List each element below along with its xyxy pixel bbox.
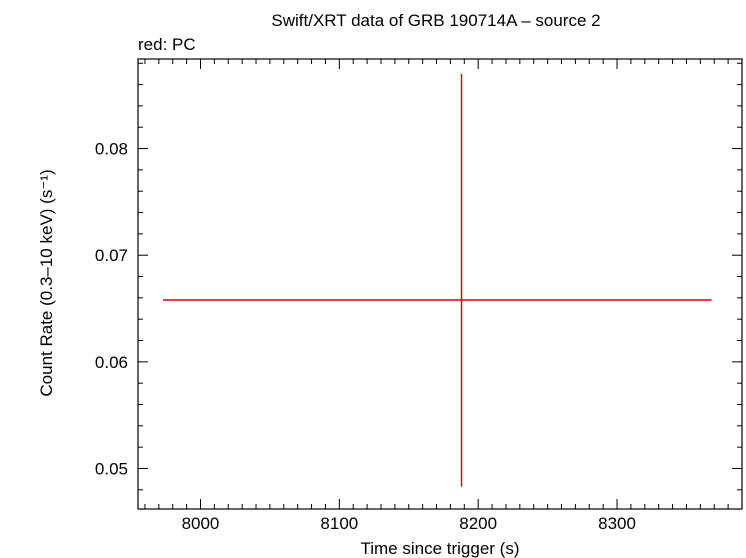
y-tick-label: 0.07: [95, 246, 128, 265]
x-tick-label: 8100: [320, 514, 358, 533]
plot-frame: [137, 58, 743, 510]
y-tick-label: 0.06: [95, 353, 128, 372]
chart-subtitle: red: PC: [138, 35, 196, 54]
axis-ticks: 8000 8100 8200 8300 0.05 0.06 0.07 0.08: [95, 59, 743, 533]
x-tick-label: 8000: [182, 514, 220, 533]
y-tick-label: 0.08: [95, 140, 128, 159]
y-tick-label: 0.05: [95, 459, 128, 478]
x-axis-label: Time since trigger (s): [360, 539, 519, 558]
data-marks: [162, 73, 712, 487]
y-axis-label: Count Rate (0.3–10 keV) (s⁻¹): [37, 169, 56, 396]
x-tick-label: 8200: [459, 514, 497, 533]
chart-title: Swift/XRT data of GRB 190714A – source 2: [271, 11, 600, 30]
x-tick-label: 8300: [598, 514, 636, 533]
